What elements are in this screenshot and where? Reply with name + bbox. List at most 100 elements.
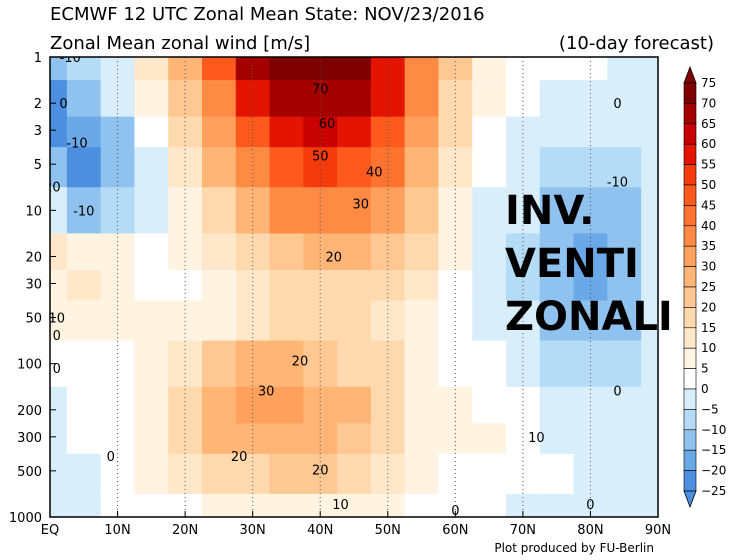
wind-cell bbox=[66, 300, 102, 342]
wind-cell bbox=[607, 423, 642, 455]
wind-cell bbox=[337, 233, 372, 271]
colorbar-band bbox=[683, 470, 697, 492]
wind-cell bbox=[202, 453, 237, 495]
contour-label: 30 bbox=[352, 197, 369, 212]
wind-cell bbox=[404, 386, 439, 424]
contour-label: 0 bbox=[53, 362, 61, 377]
wind-cell bbox=[641, 57, 658, 81]
wind-cell bbox=[337, 116, 372, 148]
wind-cell bbox=[134, 187, 169, 234]
wind-cell bbox=[202, 300, 237, 342]
wind-cell bbox=[539, 57, 575, 81]
wind-cell bbox=[337, 80, 372, 118]
wind-cell bbox=[50, 386, 68, 424]
contour-label: -10 bbox=[73, 204, 94, 219]
overlay-line-2: VENTI bbox=[505, 241, 639, 287]
wind-cell bbox=[50, 187, 68, 234]
wind-cell bbox=[370, 187, 406, 234]
wind-cell bbox=[641, 187, 658, 234]
colorbar-label: −15 bbox=[701, 443, 726, 457]
credit-text: Plot produced by FU-Berlin bbox=[494, 541, 654, 555]
wind-cell bbox=[607, 386, 642, 424]
wind-cell bbox=[202, 147, 237, 188]
overlay-annotation: INV. VENTI ZONALI bbox=[505, 185, 673, 344]
wind-cell bbox=[404, 269, 439, 302]
contour-label: 0 bbox=[53, 329, 61, 344]
y-tick-label: 20 bbox=[25, 250, 42, 265]
wind-cell bbox=[50, 453, 68, 495]
colorbar-label: 55 bbox=[701, 158, 716, 172]
contour-label: 30 bbox=[258, 385, 275, 400]
wind-cell bbox=[539, 269, 575, 302]
wind-cell bbox=[66, 269, 102, 302]
colorbar-label: 25 bbox=[701, 280, 716, 294]
wind-cell bbox=[66, 386, 102, 424]
wind-cell bbox=[404, 233, 439, 271]
wind-cell bbox=[573, 187, 608, 234]
wind-cell bbox=[235, 233, 271, 271]
y-tick-label: 50 bbox=[25, 312, 42, 327]
colorbar-band bbox=[683, 429, 697, 451]
wind-cell bbox=[607, 493, 642, 517]
wind-cell bbox=[641, 80, 658, 118]
colorbar-band bbox=[683, 164, 697, 186]
wind-cell bbox=[66, 57, 102, 81]
wind-cell bbox=[641, 386, 658, 424]
wind-cell bbox=[202, 423, 237, 455]
x-tick-label: 30N bbox=[240, 523, 266, 538]
wind-cell bbox=[404, 116, 439, 148]
x-tick-label: 10N bbox=[104, 523, 130, 538]
wind-cell bbox=[134, 423, 169, 455]
wind-cell bbox=[134, 147, 169, 188]
contour-label: -10 bbox=[66, 136, 87, 151]
wind-cell bbox=[303, 300, 338, 342]
wind-cell bbox=[641, 453, 658, 495]
wind-cell bbox=[506, 57, 541, 81]
contour-label: 0 bbox=[59, 97, 67, 112]
wind-cell bbox=[506, 80, 541, 118]
wind-cell bbox=[269, 116, 304, 148]
wind-cell bbox=[337, 423, 372, 455]
colorbar-band bbox=[683, 245, 697, 267]
wind-cell bbox=[607, 57, 642, 81]
wind-cell bbox=[573, 340, 608, 388]
wind-cell bbox=[641, 300, 658, 342]
wind-cell bbox=[100, 233, 135, 271]
wind-cell bbox=[269, 423, 304, 455]
wind-cell bbox=[66, 116, 102, 148]
wind-cell bbox=[404, 340, 439, 388]
wind-cell bbox=[337, 493, 372, 517]
overlay-line-1: INV. bbox=[505, 188, 595, 234]
wind-cell bbox=[370, 300, 406, 342]
y-tick-label: 10 bbox=[25, 204, 42, 219]
wind-cell bbox=[472, 233, 507, 271]
wind-cell bbox=[506, 233, 541, 271]
wind-cell bbox=[438, 57, 473, 81]
wind-cell bbox=[607, 300, 642, 342]
wind-cell bbox=[472, 116, 507, 148]
wind-cell bbox=[50, 300, 68, 342]
wind-cell bbox=[202, 493, 237, 517]
wind-cell bbox=[641, 423, 658, 455]
wind-cell bbox=[337, 340, 372, 388]
colorbar-band bbox=[683, 184, 697, 206]
wind-cell bbox=[303, 453, 338, 495]
wind-cell bbox=[370, 80, 406, 118]
wind-cell bbox=[66, 340, 102, 388]
wind-cell bbox=[235, 340, 271, 388]
x-tick-label: 20N bbox=[172, 523, 198, 538]
wind-cell bbox=[50, 423, 68, 455]
wind-cell bbox=[404, 187, 439, 234]
contour-label: 20 bbox=[231, 450, 248, 465]
wind-cell bbox=[66, 147, 102, 188]
wind-cell bbox=[472, 493, 507, 517]
wind-cell bbox=[438, 187, 473, 234]
colorbar-band bbox=[683, 409, 697, 431]
contour-label: -10 bbox=[60, 51, 81, 66]
colorbar-label: 50 bbox=[701, 178, 716, 192]
wind-cell bbox=[50, 233, 68, 271]
colorbar-label: 75 bbox=[701, 76, 716, 90]
wind-cell bbox=[168, 453, 203, 495]
y-tick-label: 200 bbox=[17, 404, 42, 419]
